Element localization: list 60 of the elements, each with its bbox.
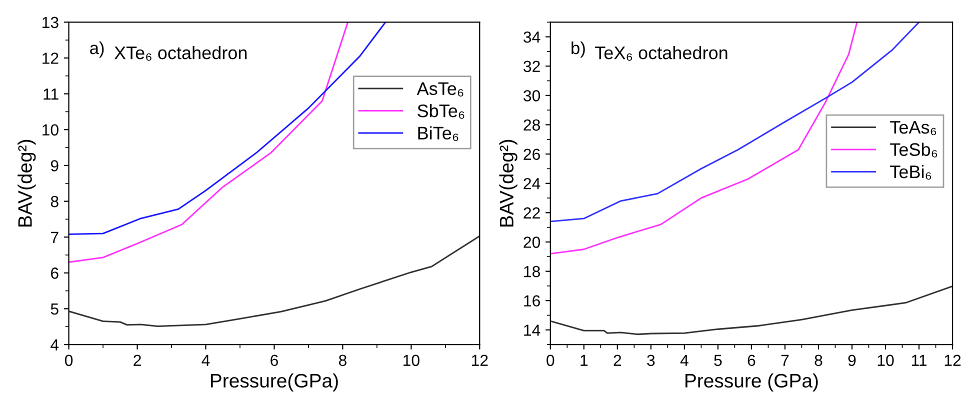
x-tick-label: 12 xyxy=(472,354,488,366)
x-axis-title: Pressure(GPa) xyxy=(210,373,338,392)
legend-label: BiTe₆ xyxy=(418,126,458,141)
y-tick-label: 32 xyxy=(524,60,540,72)
x-tick-label: 0 xyxy=(546,354,554,366)
y-axis-title: BAV(deg²) xyxy=(499,140,518,226)
y-tick-label: 34 xyxy=(524,31,540,43)
x-tick-label: 6 xyxy=(270,354,278,366)
legend-label: TeAs₆ xyxy=(890,121,936,136)
y-axis-title: BAV(deg²) xyxy=(18,140,36,226)
x-tick-label: 8 xyxy=(338,354,346,366)
y-tick-label: 24 xyxy=(524,178,540,190)
x-tick-label: 6 xyxy=(748,354,756,366)
x-tick-label: 8 xyxy=(814,354,822,366)
x-tick-label: 10 xyxy=(878,354,894,366)
legend-label: SbTe₆ xyxy=(418,104,464,119)
annotation: TeX₆ octahedron xyxy=(595,46,728,61)
line-series xyxy=(68,22,386,235)
x-tick-label: 3 xyxy=(647,354,655,366)
y-tick-label: 18 xyxy=(524,266,540,278)
y-tick-label: 9 xyxy=(50,160,58,172)
y-tick-label: 12 xyxy=(42,52,58,64)
y-tick-label: 7 xyxy=(51,232,58,243)
line-series xyxy=(550,22,858,254)
x-axis-title: Pressure (GPa) xyxy=(686,373,818,392)
x-tick-label: 2 xyxy=(614,354,622,366)
x-tick-label: 12 xyxy=(944,354,961,366)
annotation: a) xyxy=(90,41,104,58)
legend-label: TeBi₆ xyxy=(890,164,932,180)
x-tick-label: 5 xyxy=(714,354,722,366)
annotation: b) xyxy=(572,41,585,58)
line-series xyxy=(550,285,953,336)
x-tick-label: 7 xyxy=(781,354,789,366)
x-tick-label: 4 xyxy=(202,354,210,366)
legend-label: TeSb₆ xyxy=(890,142,938,158)
x-tick-label: 4 xyxy=(680,354,688,366)
y-tick-label: 20 xyxy=(524,236,540,248)
x-tick-label: 2 xyxy=(134,354,141,366)
x-tick-label: 1 xyxy=(580,354,588,366)
x-tick-label: 9 xyxy=(848,354,856,366)
y-tick-label: 22 xyxy=(524,207,540,218)
x-tick-label: 11 xyxy=(912,354,927,366)
y-tick-label: 30 xyxy=(524,90,540,102)
y-tick-label: 13 xyxy=(42,16,58,28)
x-tick-label: 10 xyxy=(404,354,420,366)
line-series xyxy=(68,235,480,328)
line-series xyxy=(68,22,349,263)
y-tick-label: 8 xyxy=(50,196,58,208)
y-tick-label: 26 xyxy=(524,148,540,160)
x-tick-label: 0 xyxy=(64,354,73,366)
y-tick-label: 28 xyxy=(524,119,540,131)
y-tick-label: 5 xyxy=(50,304,58,315)
y-tick-label: 4 xyxy=(50,339,59,350)
y-tick-label: 11 xyxy=(44,88,58,100)
annotation: XTe₆ octahedron xyxy=(114,46,247,61)
legend-label: AsTe₆ xyxy=(416,82,464,96)
y-tick-label: 16 xyxy=(524,295,540,307)
y-tick-label: 6 xyxy=(51,268,58,279)
y-tick-label: 10 xyxy=(42,124,58,136)
y-tick-label: 14 xyxy=(524,324,540,336)
